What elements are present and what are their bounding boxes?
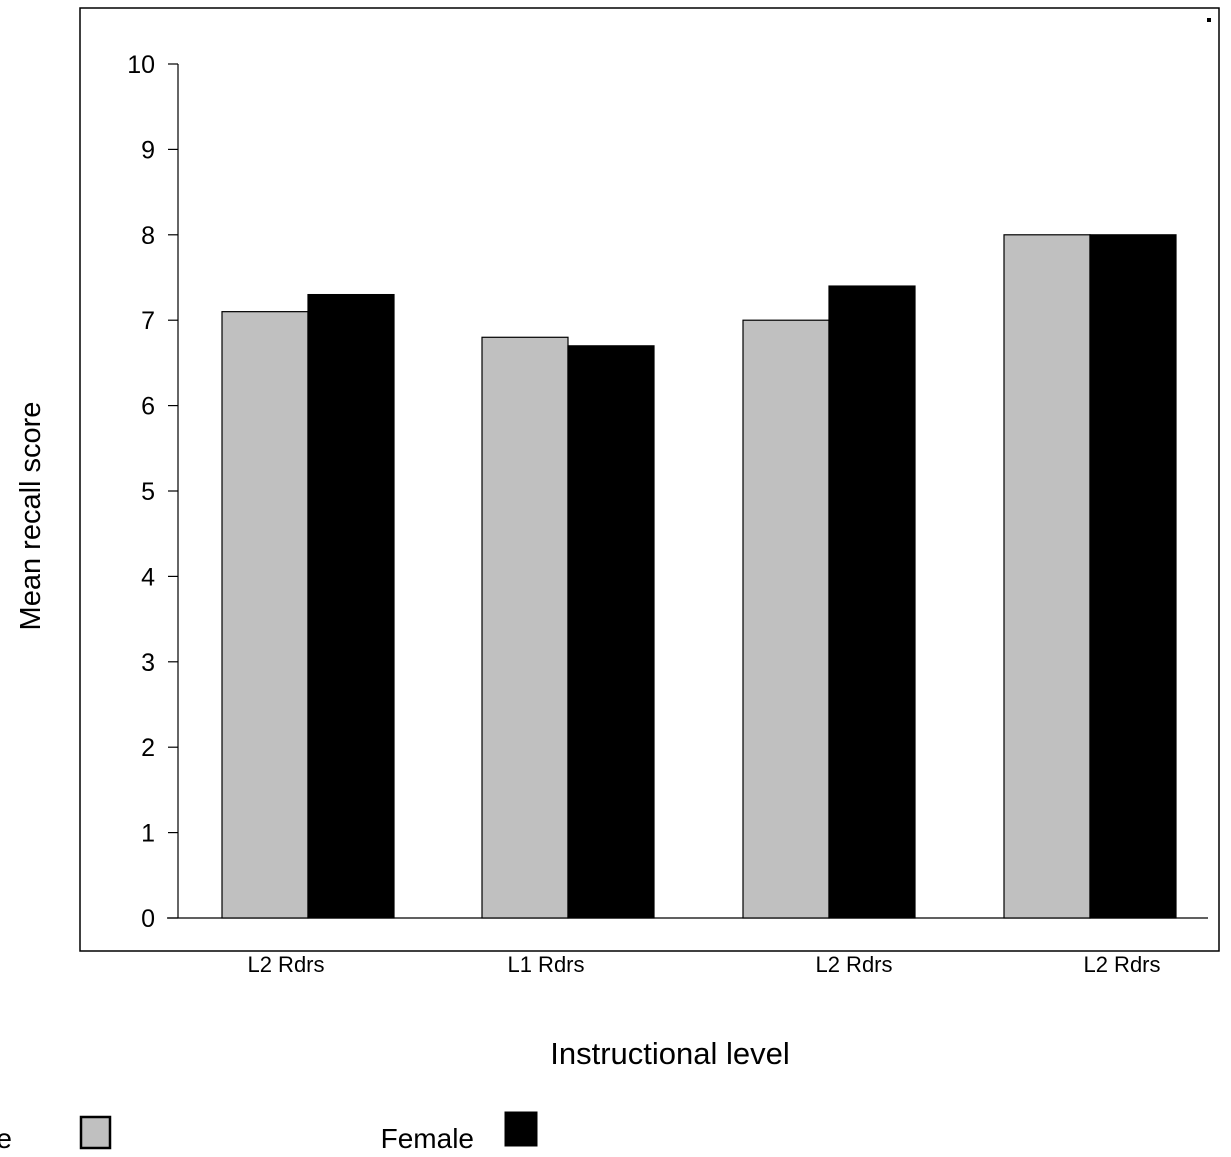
y-tick-label: 10 bbox=[127, 51, 155, 79]
y-tick-label: 8 bbox=[141, 222, 155, 250]
x-tick-labels: L2 Rdrs L1 Rdrs L2 Rdrs L2 Rdrs bbox=[247, 952, 1160, 977]
bar-female-1 bbox=[307, 293, 395, 919]
legend-swatch-female bbox=[504, 1111, 538, 1147]
y-tick-label: 4 bbox=[141, 563, 155, 591]
y-tick-label: 2 bbox=[141, 734, 155, 762]
legend: Male Female bbox=[0, 1111, 538, 1154]
plot-frame bbox=[79, 7, 1220, 952]
x-axis-label: Instructional level bbox=[550, 1036, 790, 1071]
bars bbox=[221, 234, 1177, 919]
legend-label-female: Female bbox=[381, 1123, 474, 1154]
y-tick-label: 5 bbox=[141, 478, 155, 506]
y-tick-label: 0 bbox=[141, 905, 155, 933]
bar-male-2 bbox=[481, 336, 569, 919]
bar-male-1 bbox=[221, 311, 309, 919]
y-tick-label: 9 bbox=[141, 136, 155, 164]
y-tick-label: 7 bbox=[141, 307, 155, 335]
bar-female-3 bbox=[828, 285, 916, 919]
x-tick-label: L1 Rdrs bbox=[507, 952, 584, 977]
bar-male-4 bbox=[1003, 234, 1091, 919]
legend-label-male: Male bbox=[0, 1123, 12, 1154]
corner-marker bbox=[1207, 18, 1211, 22]
y-tick-label: 3 bbox=[141, 649, 155, 677]
bar-female-4 bbox=[1089, 234, 1177, 919]
bar-male-3 bbox=[742, 319, 830, 919]
x-tick-label: L2 Rdrs bbox=[247, 952, 324, 977]
x-tick-label: L2 Rdrs bbox=[815, 952, 892, 977]
legend-swatch-male bbox=[79, 1115, 112, 1150]
y-ticks: 0 1 2 3 4 5 6 7 8 9 10 bbox=[127, 51, 178, 933]
y-tick-label: 1 bbox=[141, 820, 155, 848]
y-tick-label: 6 bbox=[141, 393, 155, 421]
x-tick-label: L2 Rdrs bbox=[1083, 952, 1160, 977]
y-axis-label: Mean recall score bbox=[15, 402, 47, 631]
bar-female-2 bbox=[567, 345, 655, 919]
